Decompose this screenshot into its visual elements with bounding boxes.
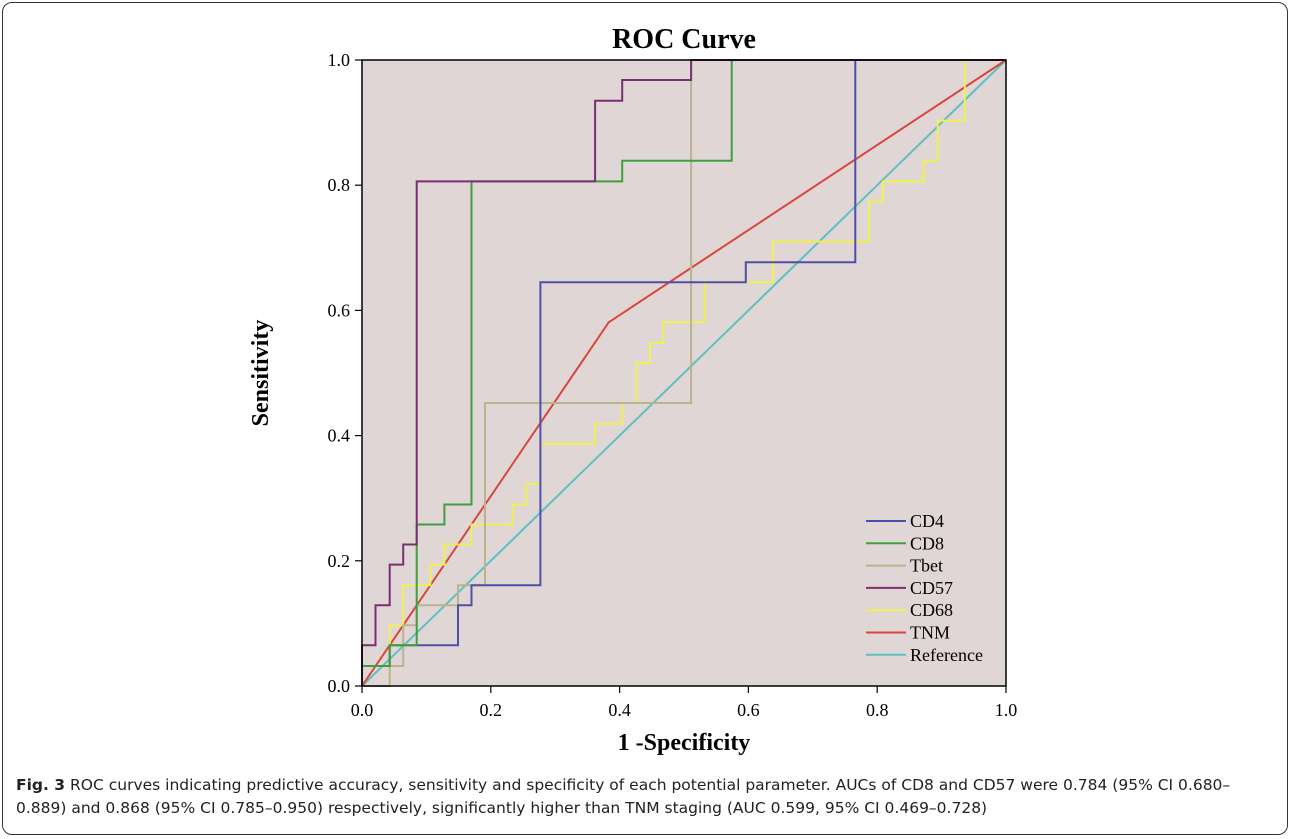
figure-caption: Fig. 3 ROC curves indicating predictive … (16, 774, 1280, 820)
legend-label-cd4: CD4 (910, 511, 944, 531)
y-tick-label: 0.4 (328, 426, 351, 446)
x-tick-label: 0.6 (737, 700, 760, 720)
legend-label-cd68: CD68 (910, 600, 953, 620)
legend-label-tnm: TNM (910, 623, 950, 643)
x-tick-label: 0.4 (608, 700, 631, 720)
x-axis-label: 1 -Specificity (618, 730, 751, 756)
legend-label-tbet: Tbet (910, 556, 943, 576)
y-tick-label: 0.8 (328, 175, 351, 195)
figure-caption-label: Fig. 3 (16, 776, 66, 794)
series-line-cd8 (361, 59, 1006, 686)
roc-chart: 0.0 0.2 0.4 0.6 0.8 1.0 0.0 0.2 0.4 0.6 0.8 1.0 CD4… (248, 24, 1018, 756)
chart-title: ROC Curve (612, 24, 756, 55)
y-axis-label: Sensitivity (248, 320, 274, 427)
x-tick-label: 1.0 (995, 700, 1018, 720)
series-line-tbet (362, 59, 1006, 687)
x-tick-label: 0.8 (866, 700, 889, 720)
legend-label-reference: Reference (910, 645, 983, 665)
x-tick-label: 0.2 (480, 700, 503, 720)
x-tick-label: 0.0 (351, 700, 374, 720)
plot-border (361, 59, 1007, 687)
y-tick-label: 0.0 (328, 676, 351, 696)
series-line-cd57 (361, 59, 1006, 686)
y-tick-label: 0.6 (328, 300, 351, 320)
figure-caption-text: ROC curves indicating predictive accurac… (16, 776, 1231, 817)
y-tick-label: 0.2 (328, 551, 351, 571)
series-line-reference (361, 59, 1007, 687)
y-tick-label: 1.0 (328, 50, 351, 70)
legend-label-cd57: CD57 (910, 578, 953, 598)
legend-label-cd8: CD8 (910, 533, 944, 553)
